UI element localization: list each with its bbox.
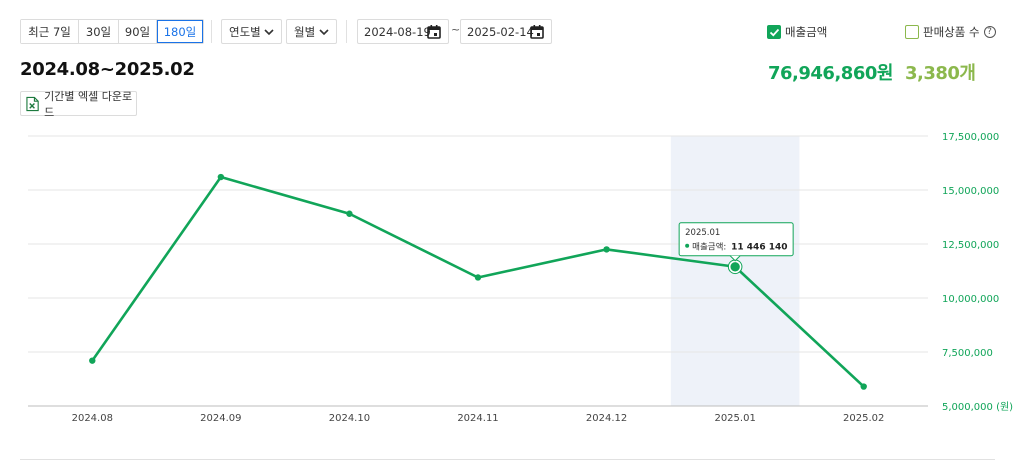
tooltip-pointer <box>729 255 741 262</box>
checkbox-checked-icon[interactable] <box>767 25 781 39</box>
help-icon[interactable]: ? <box>983 26 996 38</box>
products-legend-toggle[interactable]: 판매상품 수 ? <box>905 24 996 40</box>
period-30days-button[interactable]: 30일 <box>79 20 119 43</box>
data-point <box>217 173 225 181</box>
y-tick-label: 15,000,000 <box>942 186 999 197</box>
period-button-group: 최근 7일 30일 90일 180일 <box>20 19 204 44</box>
y-tick-label: 7,500,000 <box>942 348 993 359</box>
bottom-divider <box>20 459 995 460</box>
year-select-label: 연도별 <box>229 24 261 39</box>
tooltip-label: 매출금액: <box>692 241 726 252</box>
month-select-label: 월별 <box>294 24 316 39</box>
calendar-icon[interactable] <box>529 24 545 40</box>
chevron-down-icon <box>319 29 329 36</box>
toolbar-divider <box>211 20 212 43</box>
y-tick-label: 5,000,000 (원) <box>942 401 1013 413</box>
data-point <box>603 246 610 253</box>
x-tick-label: 2025.01 <box>714 413 755 424</box>
x-tick-label: 2025.02 <box>843 413 884 424</box>
calendar-icon[interactable] <box>426 24 442 40</box>
tooltip-marker <box>685 243 690 248</box>
toolbar-divider <box>346 20 347 43</box>
month-select[interactable]: 월별 <box>286 19 337 44</box>
y-tick-label: 12,500,000 <box>942 240 999 251</box>
date-separator: ~ <box>451 23 461 36</box>
data-point <box>860 383 867 390</box>
period-90days-button[interactable]: 90일 <box>119 20 157 43</box>
data-point-active <box>728 260 742 274</box>
products-legend-label: 판매상품 수 <box>923 25 980 39</box>
x-tick-label: 2024.08 <box>72 413 113 424</box>
sales-legend-label: 매출금액 <box>785 25 828 39</box>
total-sales-value: 76,946,860원 <box>768 63 893 84</box>
chevron-down-icon <box>264 29 274 36</box>
data-point <box>89 357 96 364</box>
total-products-value: 3,380개 <box>905 63 976 84</box>
data-point <box>474 274 482 281</box>
sales-legend-toggle[interactable]: 매출금액 <box>767 24 827 40</box>
checkbox-unchecked-icon[interactable] <box>905 25 919 39</box>
data-point <box>346 210 353 217</box>
end-date-value: 2025-02-14 <box>467 24 534 39</box>
tooltip-title: 2025.01 <box>685 228 720 238</box>
x-tick-label: 2024.10 <box>329 413 370 424</box>
y-tick-label: 17,500,000 <box>942 132 999 143</box>
tooltip-value: 11 446 140 <box>731 242 787 252</box>
range-title: 2024.08~2025.02 <box>20 59 195 80</box>
x-tick-label: 2024.09 <box>200 413 241 424</box>
year-select[interactable]: 연도별 <box>221 19 282 44</box>
start-date-value: 2024-08-19 <box>364 24 431 39</box>
y-tick-label: 10,000,000 <box>942 294 999 305</box>
period-7days-button[interactable]: 최근 7일 <box>21 20 79 43</box>
x-tick-label: 2024.11 <box>457 413 498 424</box>
start-date-field[interactable]: 2024-08-19 <box>357 19 449 44</box>
excel-download-button[interactable]: 기간별 엑셀 다운로드 <box>20 90 137 119</box>
excel-icon <box>26 96 39 111</box>
excel-download-label: 기간별 엑셀 다운로드 <box>44 89 133 119</box>
end-date-field[interactable]: 2025-02-14 <box>460 19 552 44</box>
period-180days-button[interactable]: 180일 <box>157 20 203 43</box>
x-tick-label: 2024.12 <box>586 413 627 424</box>
